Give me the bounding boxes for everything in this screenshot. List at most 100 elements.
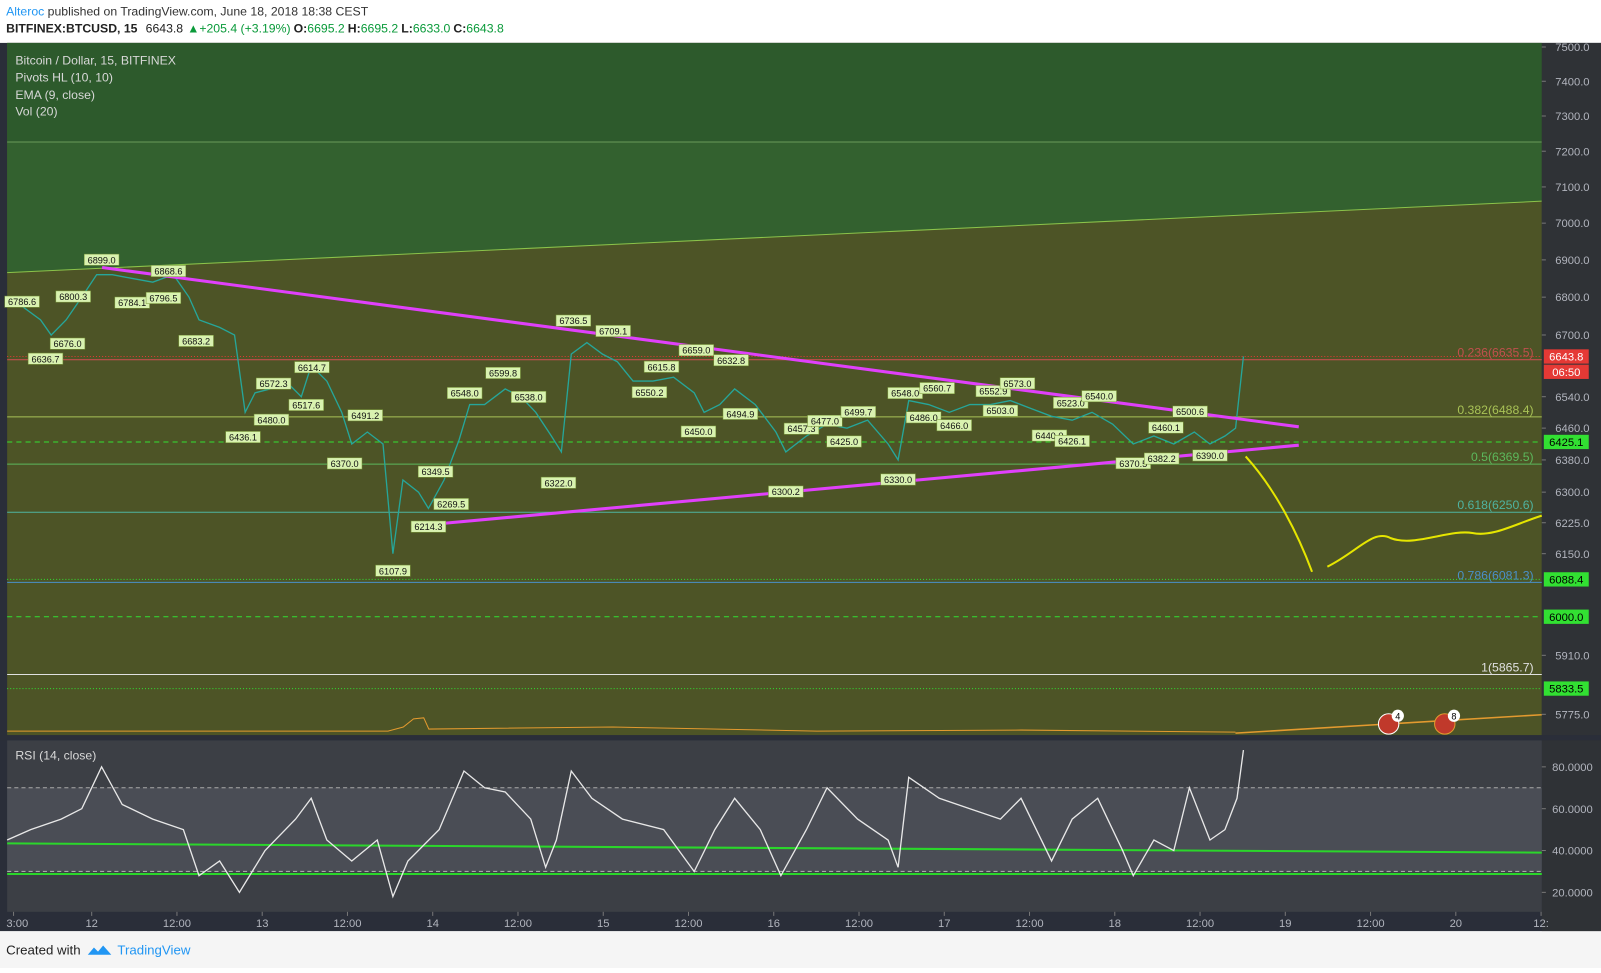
pivot-label: 6425.0	[830, 437, 858, 447]
data-line	[6, 273, 1245, 554]
price-badge	[1543, 681, 1589, 696]
fib-label: 0.618(6250.6)	[1457, 498, 1533, 512]
pivot-label: 6466.0	[940, 421, 968, 431]
price-badge-label: 5833.5	[1549, 684, 1583, 696]
footer-text: Created with	[6, 943, 80, 958]
footer-brand[interactable]: TradingView	[117, 943, 190, 958]
pivot-box	[713, 354, 749, 367]
pivot-box	[225, 431, 261, 443]
pivot-label: 6632.8	[717, 356, 745, 366]
pivot-label: 6390.0	[1196, 451, 1224, 461]
y-tick-label: 60.0000	[1552, 804, 1593, 816]
pivot-label: 6457.3	[787, 424, 815, 434]
fib-label: 1(5865.7)	[1481, 660, 1533, 674]
pivot-box	[643, 360, 680, 373]
pivot-label: 6450.0	[684, 427, 712, 437]
y-tick-label: 6380.0	[1555, 455, 1589, 467]
pivot-label: 6370.5	[1119, 459, 1147, 469]
data-line	[6, 749, 1245, 899]
pivot-box	[1081, 390, 1117, 403]
x-tick-label: 15	[597, 918, 609, 930]
pivot-box	[511, 391, 547, 403]
pivot-label: 6107.9	[379, 566, 407, 576]
pivot-box	[294, 361, 330, 374]
pane-sep	[0, 735, 1601, 741]
pivot-label: 6426.1	[1058, 437, 1086, 447]
x-tick-label: 12:00	[1015, 918, 1043, 930]
x-tick-label: 12	[85, 918, 97, 930]
y-tick-label: 6540.0	[1555, 392, 1589, 404]
price-badge	[1543, 349, 1589, 364]
x-tick-label: 12:00	[163, 918, 191, 930]
pivot-box	[410, 520, 447, 533]
pivot-label: 6615.8	[647, 362, 675, 372]
symbol: BITFINEX:BTCUSD, 15	[6, 22, 138, 36]
pivot-box	[327, 457, 363, 470]
pivot-box	[722, 407, 758, 420]
pivot-box	[27, 352, 64, 365]
x-tick-label: 3:00	[6, 918, 28, 930]
pivot-label: 6477.0	[811, 416, 839, 426]
plot-layer	[6, 273, 1245, 899]
pivot-label: 6382.2	[1148, 454, 1176, 464]
pivot-label: 6349.5	[422, 467, 450, 477]
pivot-box	[1192, 449, 1228, 462]
h-label: H:	[348, 22, 361, 36]
x-tick-label: 12:00	[1186, 918, 1214, 930]
x-tick-label: 12:00	[674, 918, 702, 930]
x-tick-label: 20	[1450, 918, 1462, 930]
y-tick-label: 5910.0	[1555, 650, 1589, 662]
x-tick-label: 16	[768, 918, 780, 930]
pivot-box	[4, 295, 40, 308]
pivot-label: 6460.1	[1152, 423, 1180, 433]
x-tick-label: 17	[938, 918, 950, 930]
change: ▲+205.4 (+3.19%)	[187, 22, 290, 36]
pivot-label: 6659.0	[682, 346, 710, 356]
pivot-box	[807, 415, 843, 427]
pivot-label: 6540.0	[1085, 392, 1113, 402]
label-layer: 7500.0 7400.0 7300.0 7200.0 7100.0 7000.0 6900…	[4, 42, 1593, 930]
pivot-box	[595, 325, 631, 337]
pivot-label: 6300.2	[772, 487, 800, 497]
price-badge-label: 6000.0	[1549, 612, 1583, 624]
x-tick-label: 12:00	[504, 918, 532, 930]
event-count: 8	[1451, 711, 1456, 721]
pivot-label: 6550.2	[635, 388, 663, 398]
rsi-title: RSI (14, close)	[15, 749, 96, 763]
pivot-label: 6330.0	[884, 475, 912, 485]
pivot-box	[84, 253, 120, 266]
fib-label: 0.786(6081.3)	[1457, 568, 1533, 582]
price-badge-label: 6643.8	[1549, 352, 1583, 364]
pivot-box	[880, 473, 916, 486]
price-badge	[1543, 434, 1589, 450]
x-tick-label: 12:00	[845, 918, 873, 930]
pivot-label: 6572.3	[260, 379, 288, 389]
pivot-box	[1172, 405, 1208, 418]
pivot-label: 6269.5	[437, 500, 465, 510]
footer-bg	[0, 931, 1601, 968]
pivot-box	[975, 385, 1011, 398]
fib-label: 0.5(6369.5)	[1471, 450, 1534, 464]
pivot-box	[49, 337, 86, 350]
legend-item: Pivots HL (10, 10)	[15, 71, 113, 85]
event-badge[interactable]: 8	[1434, 709, 1461, 735]
pivot-label: 6214.3	[414, 522, 442, 532]
event-badge[interactable]: 4	[1377, 709, 1404, 735]
fib-label: 0.236(6635.5)	[1457, 346, 1533, 360]
author[interactable]: Alteroc	[6, 4, 44, 18]
x-tick-label: 19	[1279, 918, 1291, 930]
pivot-box	[936, 419, 972, 432]
price-badge-label: 6088.4	[1549, 574, 1583, 586]
pivot-box	[150, 265, 187, 277]
pivot-label: 6784.1	[118, 298, 146, 308]
y-tick-label: 40.0000	[1552, 846, 1593, 858]
pivot-box	[680, 425, 717, 438]
pivot-box	[145, 292, 182, 304]
x-tick-label: 13	[256, 918, 268, 930]
pivot-box	[433, 498, 469, 510]
y-tick-label: 80.0000	[1552, 762, 1593, 774]
y-tick-label: 7200.0	[1555, 146, 1589, 158]
y-tick-label: 7500.0	[1555, 42, 1589, 54]
